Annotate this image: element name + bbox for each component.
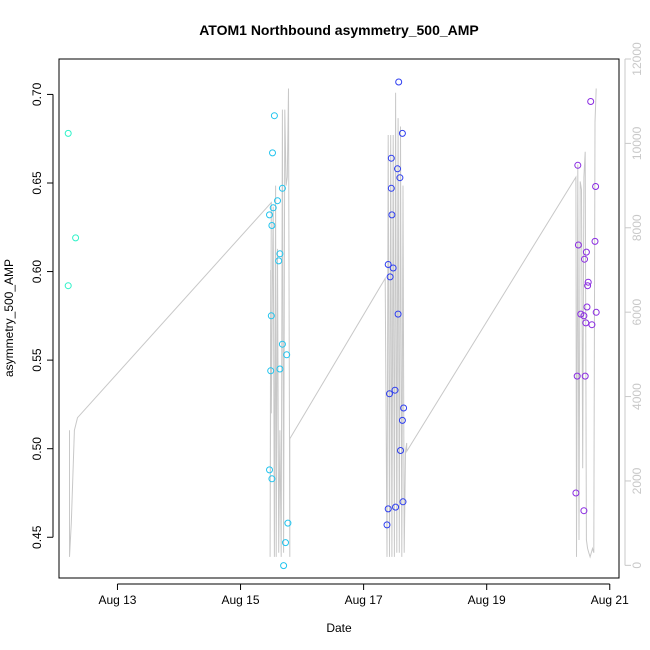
y2-tick-label-5: 10000	[630, 126, 644, 160]
data-point-s4-13	[582, 319, 590, 327]
data-point-s2-9	[267, 312, 275, 320]
y-tick-label-4: 0.65	[30, 171, 44, 195]
data-point-s2-8	[275, 257, 283, 265]
data-point-s2-1	[269, 149, 276, 157]
data-point-s2-18	[280, 562, 288, 570]
data-point-s4-5	[582, 248, 590, 256]
data-point-s4-16	[581, 372, 589, 380]
data-point-s3-12	[391, 386, 399, 394]
data-point-s1-1	[72, 234, 80, 242]
data-point-s4-8	[584, 282, 592, 290]
data-point-s3-5	[387, 184, 395, 192]
data-point-s2-17	[282, 539, 289, 547]
y-tick-label-5: 0.70	[30, 82, 44, 106]
data-point-s2-6	[268, 222, 276, 229]
x-axis-label: Date	[326, 621, 352, 635]
data-point-s2-2	[278, 184, 286, 192]
data-point-s2-16	[284, 519, 292, 527]
data-point-s4-12	[592, 308, 600, 316]
y2-tick-label-4: 8000	[630, 214, 644, 241]
secondary-line-layer	[69, 88, 597, 559]
data-point-s4-4	[591, 237, 599, 245]
y2-tick-label-6: 12000	[630, 42, 644, 76]
plot-area-frame	[58, 58, 620, 579]
data-point-s4-7	[584, 278, 592, 286]
data-point-s4-15	[573, 372, 581, 380]
data-point-s3-13	[400, 404, 408, 412]
data-point-s2-15	[268, 475, 276, 483]
data-point-s4-14	[588, 321, 596, 329]
y-axis: 0.45 0.50 0.55 0.60 0.65 0.70	[30, 82, 54, 549]
y2-tick-label-0: 0	[630, 562, 644, 569]
x-tick-label-0: Aug 13	[98, 593, 136, 607]
data-point-s3-0	[395, 78, 403, 86]
data-point-s3-11	[386, 390, 393, 398]
data-point-s4-17	[572, 489, 580, 497]
data-point-s3-14	[398, 416, 406, 424]
data-point-s1-0	[64, 129, 72, 137]
data-point-s2-11	[283, 351, 291, 359]
data-point-s3-15	[397, 447, 404, 454]
data-point-s2-14	[266, 466, 273, 474]
y2-tick-label-1: 2000	[630, 467, 644, 494]
data-point-s3-9	[386, 273, 394, 281]
x-tick-label-3: Aug 19	[468, 593, 506, 607]
points-layer	[64, 78, 600, 570]
data-point-s3-19	[383, 521, 391, 529]
x-axis: Aug 13 Aug 15 Aug 17 Aug 19 Aug 21	[98, 583, 629, 607]
data-point-s4-1	[574, 161, 582, 169]
data-point-s2-7	[276, 250, 284, 258]
y-tick-label-2: 0.55	[30, 348, 44, 372]
data-point-s4-6	[581, 255, 588, 263]
data-point-s2-10	[278, 340, 286, 348]
data-point-s1-2	[64, 282, 72, 290]
data-point-s4-11	[580, 312, 588, 320]
data-point-s3-18	[399, 498, 407, 506]
y-tick-label-0: 0.45	[30, 525, 44, 549]
data-point-s2-12	[267, 367, 275, 375]
data-point-s3-1	[398, 129, 406, 137]
data-point-s4-18	[580, 507, 588, 515]
data-point-s3-16	[384, 505, 392, 513]
y2-tick-label-2: 4000	[630, 383, 644, 410]
x-tick-label-4: Aug 21	[591, 593, 629, 607]
data-point-s3-7	[384, 261, 392, 268]
data-point-s2-5	[266, 211, 273, 219]
data-point-s4-0	[587, 98, 595, 105]
data-point-s3-2	[387, 154, 395, 162]
data-point-s2-4	[269, 204, 277, 212]
chart-title: ATOM1 Northbound asymmetry_500_AMP	[199, 22, 479, 38]
y2-axis: 0 2000 4000 6000 8000 10000 12000	[624, 42, 644, 569]
y-axis-label: asymmetry_500_AMP	[2, 259, 16, 377]
data-point-s4-9	[583, 303, 591, 311]
secondary-series-line	[69, 88, 597, 559]
data-point-s2-0	[270, 112, 278, 120]
x-tick-label-1: Aug 15	[222, 593, 260, 607]
data-point-s2-3	[274, 197, 281, 205]
y2-tick-label-3: 6000	[630, 299, 644, 326]
data-point-s3-6	[388, 211, 396, 219]
y-tick-label-3: 0.60	[30, 260, 44, 284]
data-point-s2-13	[276, 365, 284, 373]
data-point-s4-3	[574, 241, 582, 249]
x-tick-label-2: Aug 17	[345, 593, 383, 607]
y-tick-label-1: 0.50	[30, 437, 44, 461]
data-point-s3-17	[392, 503, 400, 511]
data-point-s3-10	[394, 310, 402, 318]
data-point-s3-4	[396, 174, 404, 182]
data-point-s3-8	[389, 264, 397, 272]
data-point-s4-2	[592, 183, 600, 190]
data-point-s3-3	[394, 165, 401, 173]
